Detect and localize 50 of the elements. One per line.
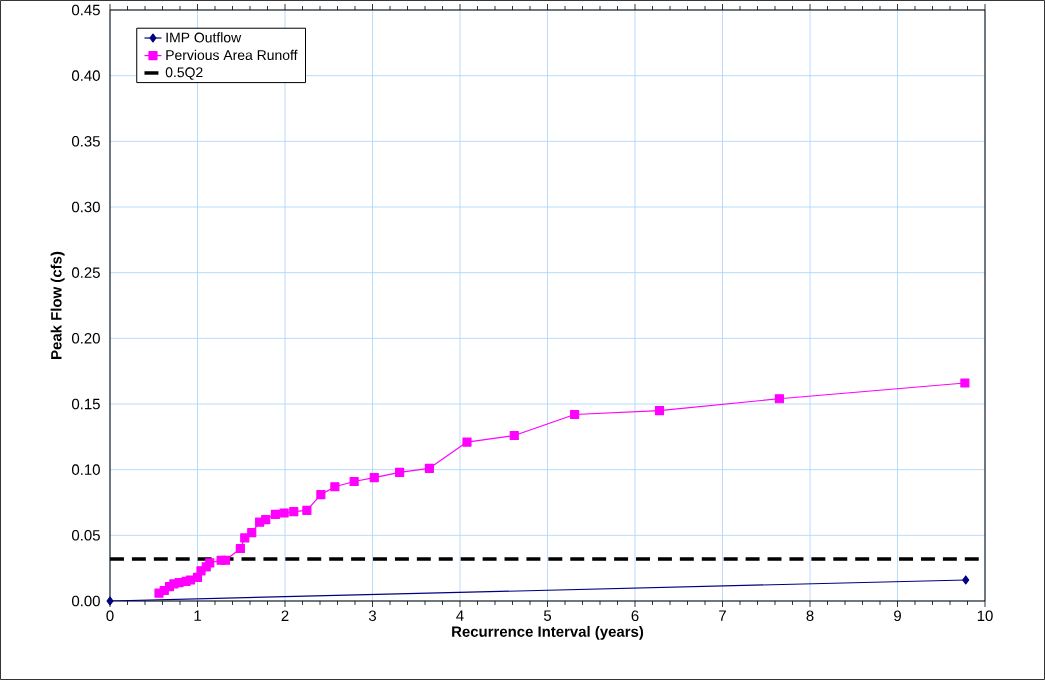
point bbox=[261, 514, 271, 525]
point bbox=[205, 558, 215, 568]
point bbox=[462, 437, 472, 447]
point bbox=[235, 543, 245, 554]
point bbox=[330, 482, 340, 492]
x-tick-label: 2 bbox=[281, 610, 289, 621]
point bbox=[960, 378, 970, 388]
point bbox=[395, 467, 405, 477]
point bbox=[185, 575, 196, 585]
y-tick-label: 0.00 bbox=[72, 595, 100, 607]
x-tick-label: 4 bbox=[456, 610, 464, 621]
x-tick-label: 8 bbox=[806, 610, 814, 622]
point bbox=[247, 528, 257, 538]
y-tick-label: 0.35 bbox=[72, 136, 100, 147]
y-tick-label: 0.10 bbox=[72, 464, 100, 475]
x-tick-label: 9 bbox=[894, 610, 901, 622]
x-axis-title: Recurrence Interval (years) bbox=[452, 625, 644, 640]
point bbox=[424, 463, 434, 473]
legend-label: IMP Outflow bbox=[166, 32, 242, 43]
legend-label: Pervious Area Runoff bbox=[166, 49, 298, 61]
point bbox=[369, 472, 379, 483]
point bbox=[570, 409, 580, 420]
point bbox=[316, 490, 326, 500]
point bbox=[279, 508, 289, 518]
y-tick-label: 0.20 bbox=[72, 333, 100, 344]
point bbox=[774, 394, 784, 404]
x-tick-label: 10 bbox=[977, 610, 993, 622]
point bbox=[289, 507, 299, 517]
point bbox=[106, 596, 114, 606]
point bbox=[349, 476, 359, 487]
x-tick-label: 5 bbox=[543, 610, 552, 621]
point bbox=[654, 405, 665, 416]
x-tick-label: 7 bbox=[719, 610, 726, 621]
y-axis-title: Peak Flow (cfs) bbox=[50, 251, 65, 359]
point bbox=[220, 555, 231, 565]
x-tick-label: 0 bbox=[106, 610, 114, 622]
y-tick-label: 0.15 bbox=[72, 398, 100, 410]
point bbox=[509, 430, 519, 441]
point bbox=[240, 533, 250, 543]
y-tick-label: 0.05 bbox=[72, 530, 100, 541]
point bbox=[962, 575, 970, 585]
x-tick-label: 6 bbox=[631, 610, 639, 622]
y-tick-label: 0.30 bbox=[72, 201, 100, 213]
y-tick-label: 0.40 bbox=[72, 70, 100, 81]
point bbox=[302, 505, 312, 515]
x-tick-label: 1 bbox=[194, 610, 201, 621]
legend-label: 0.5Q2 bbox=[165, 67, 203, 80]
y-tick-label: 0.45 bbox=[72, 4, 100, 16]
x-tick-label: 3 bbox=[368, 610, 376, 622]
y-tick-label: 0.25 bbox=[72, 267, 100, 278]
